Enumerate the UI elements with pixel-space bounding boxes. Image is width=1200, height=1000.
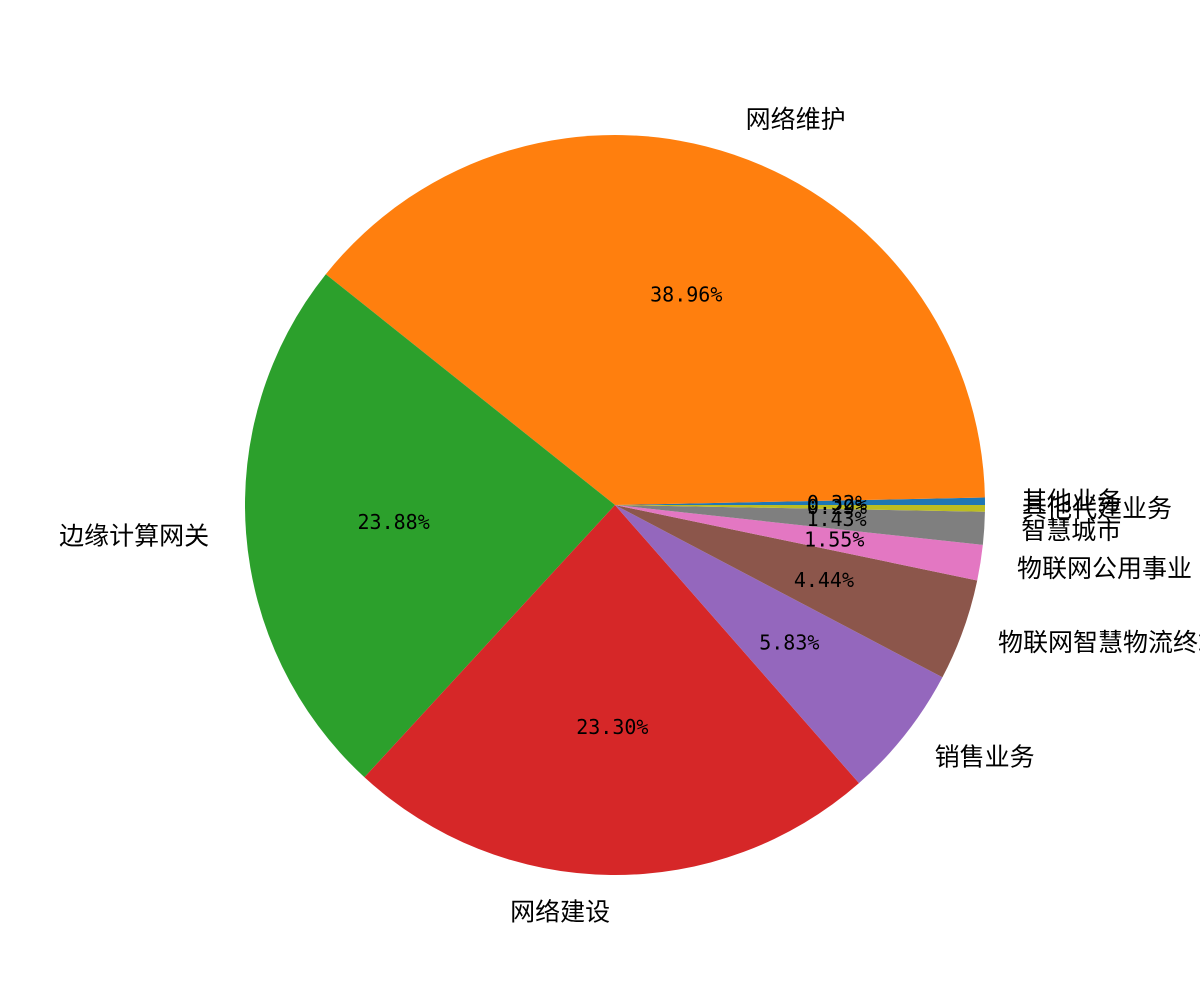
slice-percent-label: 38.96% <box>650 283 722 307</box>
slice-percent-label: 23.88% <box>358 510 430 534</box>
pie-slice <box>615 505 985 545</box>
pie-slice <box>615 505 943 784</box>
slice-percent-label: 1.43% <box>806 507 866 531</box>
slice-category-label: 物联网智慧物流终端 <box>998 628 1200 657</box>
slice-percent-label: 5.83% <box>759 630 819 654</box>
slice-percent-label: 0.29% <box>807 495 867 519</box>
pie-slice <box>615 497 985 505</box>
pie-slice <box>615 505 985 512</box>
slice-category-label: 物联网公用事业 <box>1017 554 1192 583</box>
slice-category-label: 智慧城市 <box>1021 516 1121 545</box>
pie-slice <box>364 505 859 875</box>
slice-category-label: 边缘计算网关 <box>59 522 209 551</box>
slices-layer <box>244 134 985 875</box>
pie-slice <box>244 274 615 778</box>
pie-slice <box>325 134 985 505</box>
pie-slice <box>615 505 983 581</box>
slice-category-label: 销售业务 <box>935 742 1035 771</box>
slice-percent-label: 4.44% <box>794 568 854 592</box>
pie-slice <box>615 505 978 678</box>
slice-category-label: 网络维护 <box>746 105 846 134</box>
slice-percent-label: 0.32% <box>807 491 867 515</box>
slice-category-label: 网络建设 <box>510 897 610 926</box>
slice-category-label: 其他代建业务 <box>1022 494 1172 523</box>
slice-percent-label: 1.55% <box>804 528 864 552</box>
percent-labels-layer: 0.32% 38.96% 23.88% 23.30% 5.83% 4.44% 1.55%1.… <box>358 283 868 739</box>
slice-percent-label: 23.30% <box>576 715 648 739</box>
slice-category-label: 其他业务 <box>1022 486 1122 515</box>
